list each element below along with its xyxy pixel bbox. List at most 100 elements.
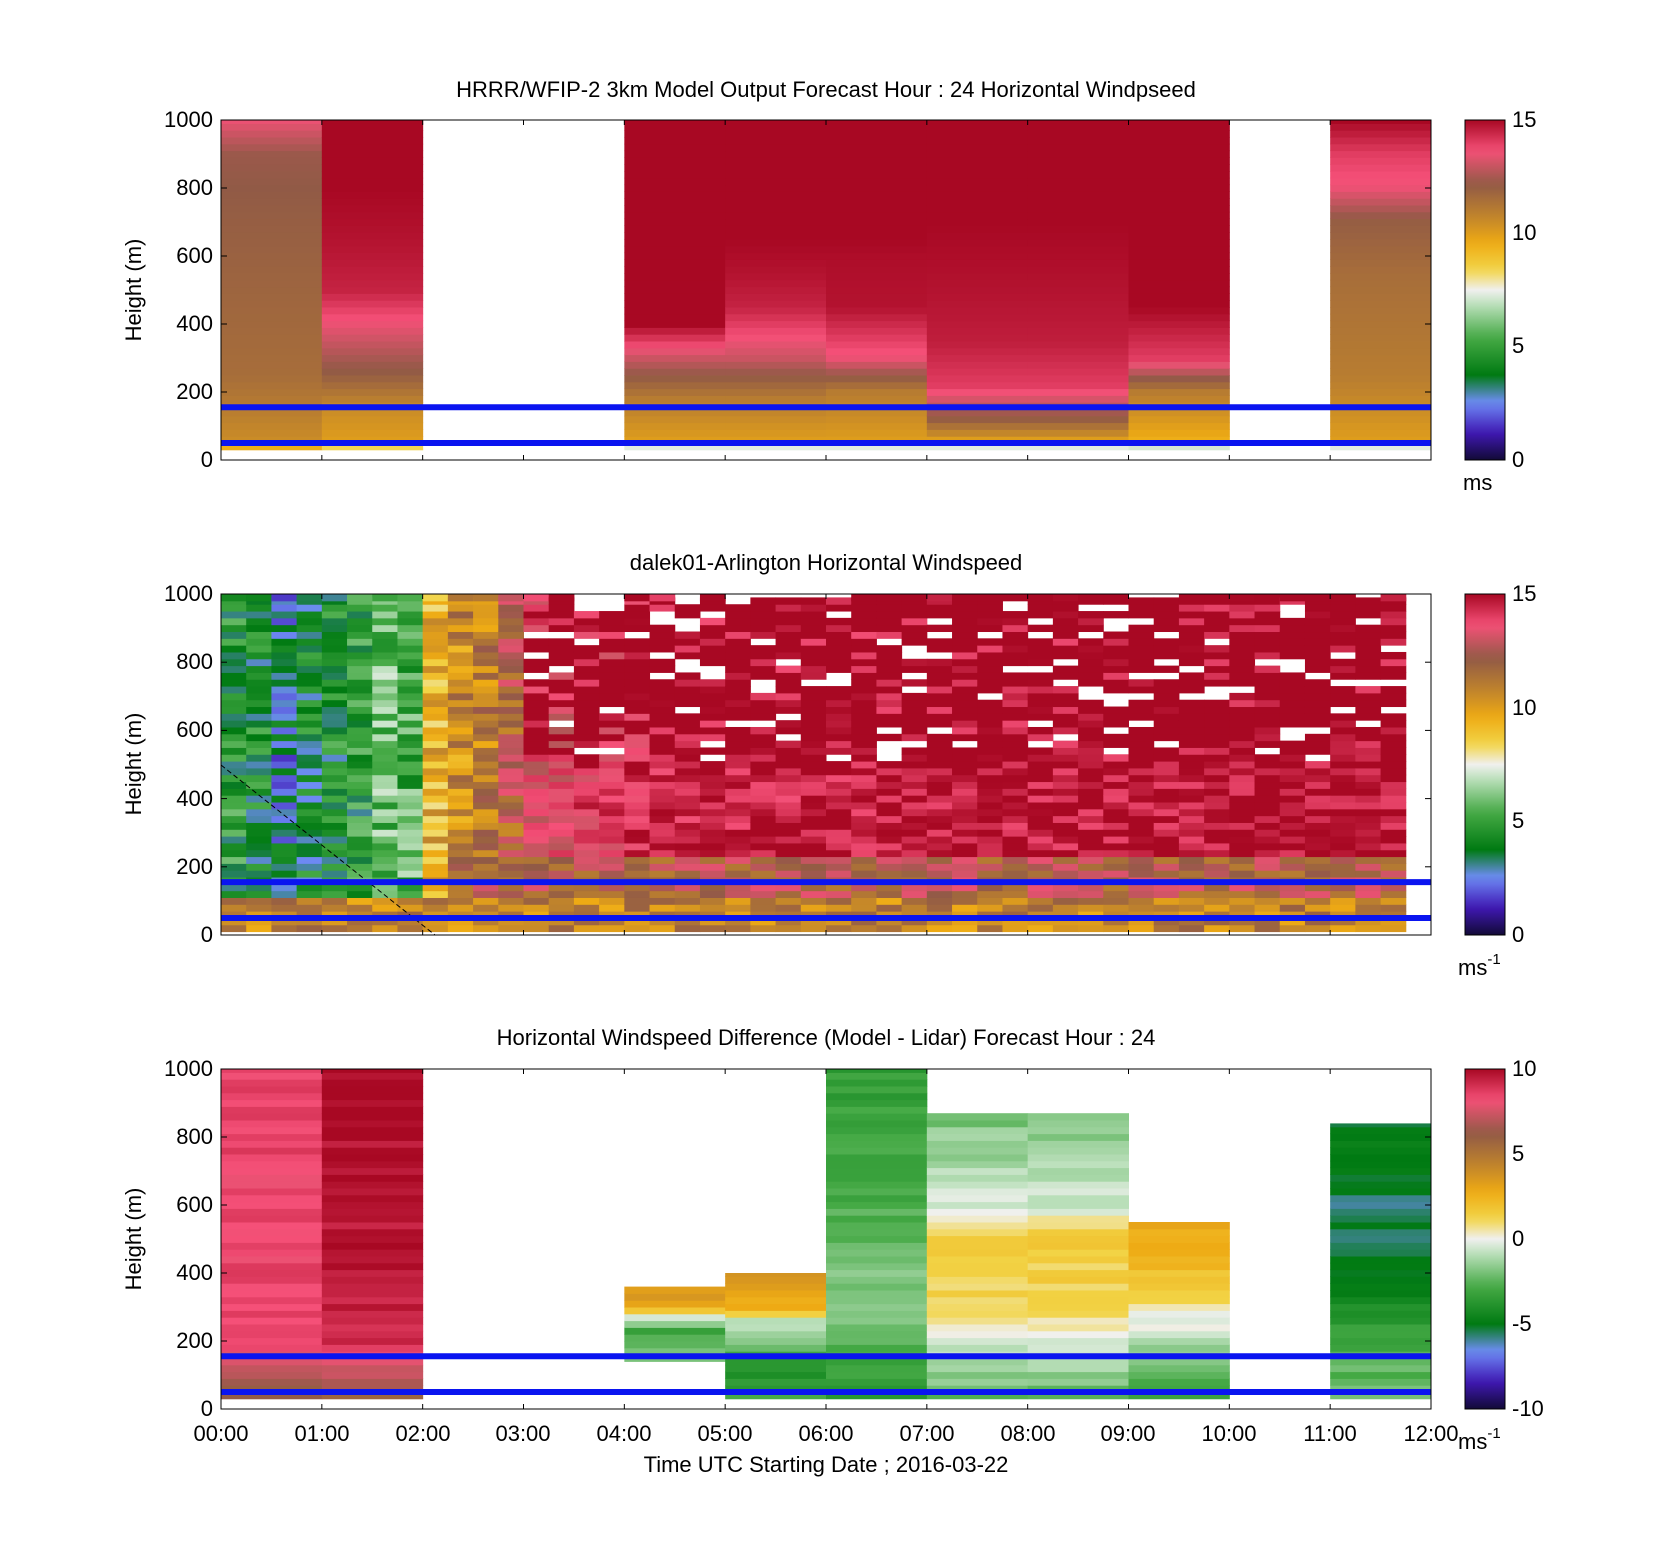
heatmap-cell	[1128, 904, 1155, 912]
heatmap-cell	[1204, 795, 1230, 803]
heatmap-cell	[246, 822, 272, 830]
heatmap-cell	[221, 1303, 323, 1311]
heatmap-cell	[952, 808, 978, 817]
heatmap-cell	[296, 617, 323, 626]
heatmap-cell	[498, 890, 524, 898]
heatmap-cell	[1153, 597, 1180, 605]
heatmap-cell	[826, 726, 852, 735]
heatmap-cell	[1078, 856, 1104, 864]
heatmap-cell	[523, 815, 550, 823]
heatmap-cell	[271, 802, 298, 810]
heatmap-cell	[599, 740, 625, 748]
heatmap-cell	[926, 815, 953, 823]
heatmap-cell	[1279, 713, 1306, 721]
heatmap-cell	[674, 604, 701, 612]
heatmap-cell	[1027, 225, 1129, 233]
heatmap-cell	[548, 842, 575, 851]
heatmap-cell	[624, 388, 726, 396]
heatmap-cell	[321, 808, 348, 817]
heatmap-cell	[422, 856, 449, 864]
heatmap-cell	[699, 720, 726, 728]
heatmap-cell	[1330, 863, 1356, 871]
heatmap-cell	[1330, 645, 1356, 653]
heatmap-cell	[1330, 422, 1431, 430]
heatmap-cell	[826, 123, 928, 131]
heatmap-cell	[876, 713, 903, 721]
heatmap-cell	[649, 924, 676, 933]
heatmap-cell	[876, 822, 903, 830]
heatmap-cell	[1027, 594, 1054, 602]
heatmap-cell	[699, 808, 726, 817]
heatmap-cell	[321, 904, 348, 912]
difference-panel-title: Horizontal Windspeed Difference (Model -…	[497, 1025, 1156, 1050]
heatmap-cell	[573, 849, 600, 858]
heatmap-cell	[372, 781, 398, 789]
heatmap-cell	[1128, 651, 1155, 660]
heatmap-cell	[1128, 341, 1230, 349]
heatmap-cell	[372, 686, 398, 694]
heatmap-cell	[952, 617, 978, 626]
heatmap-cell	[926, 1371, 1029, 1379]
heatmap-cell	[1355, 624, 1382, 633]
heatmap-cell	[725, 1290, 827, 1298]
heatmap-cell	[221, 658, 247, 667]
heatmap-cell	[548, 870, 575, 878]
heatmap-cell	[296, 631, 323, 639]
heatmap-cell	[699, 747, 726, 755]
heatmap-cell	[221, 733, 247, 742]
heatmap-cell	[1330, 1358, 1431, 1366]
heatmap-cell	[1204, 747, 1230, 755]
heatmap-cell	[901, 808, 928, 817]
heatmap-cell	[221, 836, 247, 844]
heatmap-cell	[1153, 904, 1180, 912]
heatmap-cell	[321, 611, 348, 619]
heatmap-cell	[1027, 1167, 1129, 1175]
heatmap-cell	[321, 604, 348, 612]
heatmap-cell	[221, 429, 323, 437]
heatmap-cell	[826, 1181, 928, 1189]
heatmap-cell	[1078, 774, 1104, 783]
heatmap-cell	[1078, 842, 1104, 851]
heatmap-cell	[548, 897, 575, 905]
heatmap-cell	[1204, 720, 1230, 728]
heatmap-cell	[901, 917, 928, 926]
heatmap-cell	[1128, 1371, 1230, 1379]
heatmap-cell	[901, 658, 928, 667]
heatmap-cell	[372, 672, 398, 680]
heatmap-cell	[699, 617, 726, 626]
heatmap-cell	[977, 686, 1003, 694]
heatmap-cell	[725, 245, 827, 254]
heatmap-cell	[926, 1324, 1029, 1332]
heatmap-cell	[926, 239, 1029, 247]
heatmap-cell	[977, 767, 1003, 776]
heatmap-cell	[952, 720, 978, 728]
heatmap-cell	[1279, 808, 1306, 817]
heatmap-cell	[246, 611, 272, 619]
heatmap-cell	[649, 781, 676, 789]
heatmap-cell	[221, 1378, 323, 1386]
heatmap-cell	[473, 679, 499, 687]
heatmap-cell	[221, 327, 323, 335]
heatmap-cell	[573, 754, 600, 762]
heatmap-cell	[1128, 706, 1155, 714]
heatmap-cell	[699, 863, 726, 871]
heatmap-cell	[624, 232, 726, 240]
heatmap-cell	[800, 713, 827, 721]
heatmap-cell	[1380, 870, 1407, 878]
heatmap-cell	[649, 692, 676, 701]
heatmap-cell	[498, 699, 524, 708]
heatmap-cell	[422, 713, 449, 721]
heatmap-cell	[523, 883, 550, 892]
heatmap-cell	[1380, 849, 1407, 858]
heatmap-cell	[1304, 658, 1331, 667]
heatmap-cell	[624, 218, 726, 226]
heatmap-cell	[221, 917, 247, 926]
heatmap-cell	[599, 686, 625, 694]
heatmap-cell	[321, 863, 348, 871]
heatmap-cell	[1380, 740, 1407, 748]
heatmap-cell	[1229, 802, 1256, 810]
heatmap-cell	[1304, 740, 1331, 748]
heatmap-cell	[1153, 815, 1180, 823]
heatmap-cell	[573, 740, 600, 748]
heatmap-cell	[800, 890, 827, 898]
